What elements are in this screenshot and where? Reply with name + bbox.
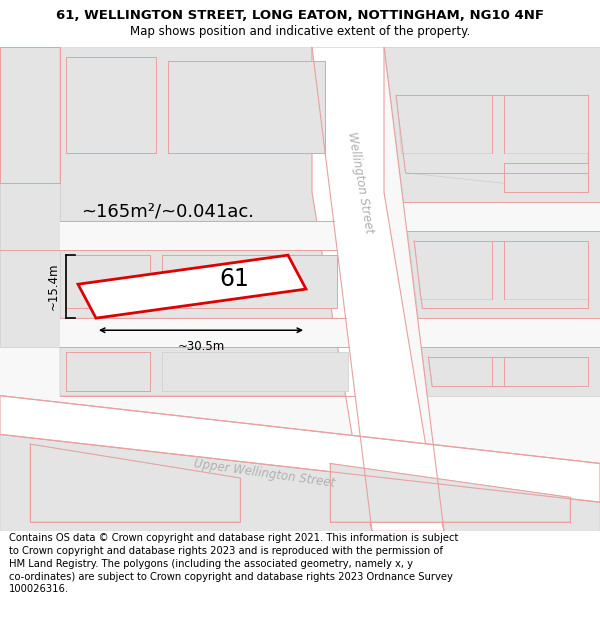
Text: 61: 61 — [219, 268, 249, 291]
Polygon shape — [60, 250, 346, 318]
Polygon shape — [0, 250, 60, 348]
Polygon shape — [60, 47, 334, 221]
Polygon shape — [66, 255, 150, 308]
Polygon shape — [428, 357, 588, 386]
Text: Contains OS data © Crown copyright and database right 2021. This information is : Contains OS data © Crown copyright and d… — [9, 533, 458, 594]
Text: 61, WELLINGTON STREET, LONG EATON, NOTTINGHAM, NG10 4NF: 61, WELLINGTON STREET, LONG EATON, NOTTI… — [56, 9, 544, 22]
Polygon shape — [396, 95, 588, 192]
Polygon shape — [504, 95, 588, 153]
Polygon shape — [421, 348, 600, 396]
Polygon shape — [504, 241, 588, 299]
Text: ~165m²/~0.041ac.: ~165m²/~0.041ac. — [82, 202, 254, 221]
Polygon shape — [428, 357, 492, 386]
Polygon shape — [414, 241, 492, 299]
Polygon shape — [78, 255, 306, 318]
Polygon shape — [407, 231, 600, 318]
Polygon shape — [162, 255, 337, 308]
Polygon shape — [0, 47, 60, 182]
Polygon shape — [0, 434, 600, 531]
Polygon shape — [396, 95, 492, 153]
Polygon shape — [168, 61, 325, 153]
Text: ~30.5m: ~30.5m — [178, 340, 224, 353]
Polygon shape — [414, 241, 588, 308]
Polygon shape — [66, 56, 156, 153]
Text: ~15.4m: ~15.4m — [47, 263, 60, 311]
Polygon shape — [60, 348, 355, 396]
Polygon shape — [66, 352, 150, 391]
Polygon shape — [162, 352, 348, 391]
Polygon shape — [60, 221, 337, 250]
Polygon shape — [384, 47, 600, 202]
Polygon shape — [312, 47, 444, 531]
Polygon shape — [504, 357, 588, 386]
Polygon shape — [60, 318, 349, 348]
Text: Map shows position and indicative extent of the property.: Map shows position and indicative extent… — [130, 26, 470, 39]
Polygon shape — [504, 163, 588, 192]
Text: Wellington Street: Wellington Street — [344, 131, 376, 234]
Text: Upper Wellington Street: Upper Wellington Street — [193, 457, 335, 489]
Polygon shape — [418, 318, 600, 348]
Polygon shape — [30, 444, 240, 521]
Polygon shape — [0, 47, 600, 531]
Polygon shape — [0, 396, 600, 502]
Polygon shape — [403, 202, 600, 231]
Polygon shape — [0, 182, 60, 250]
Polygon shape — [330, 464, 570, 521]
